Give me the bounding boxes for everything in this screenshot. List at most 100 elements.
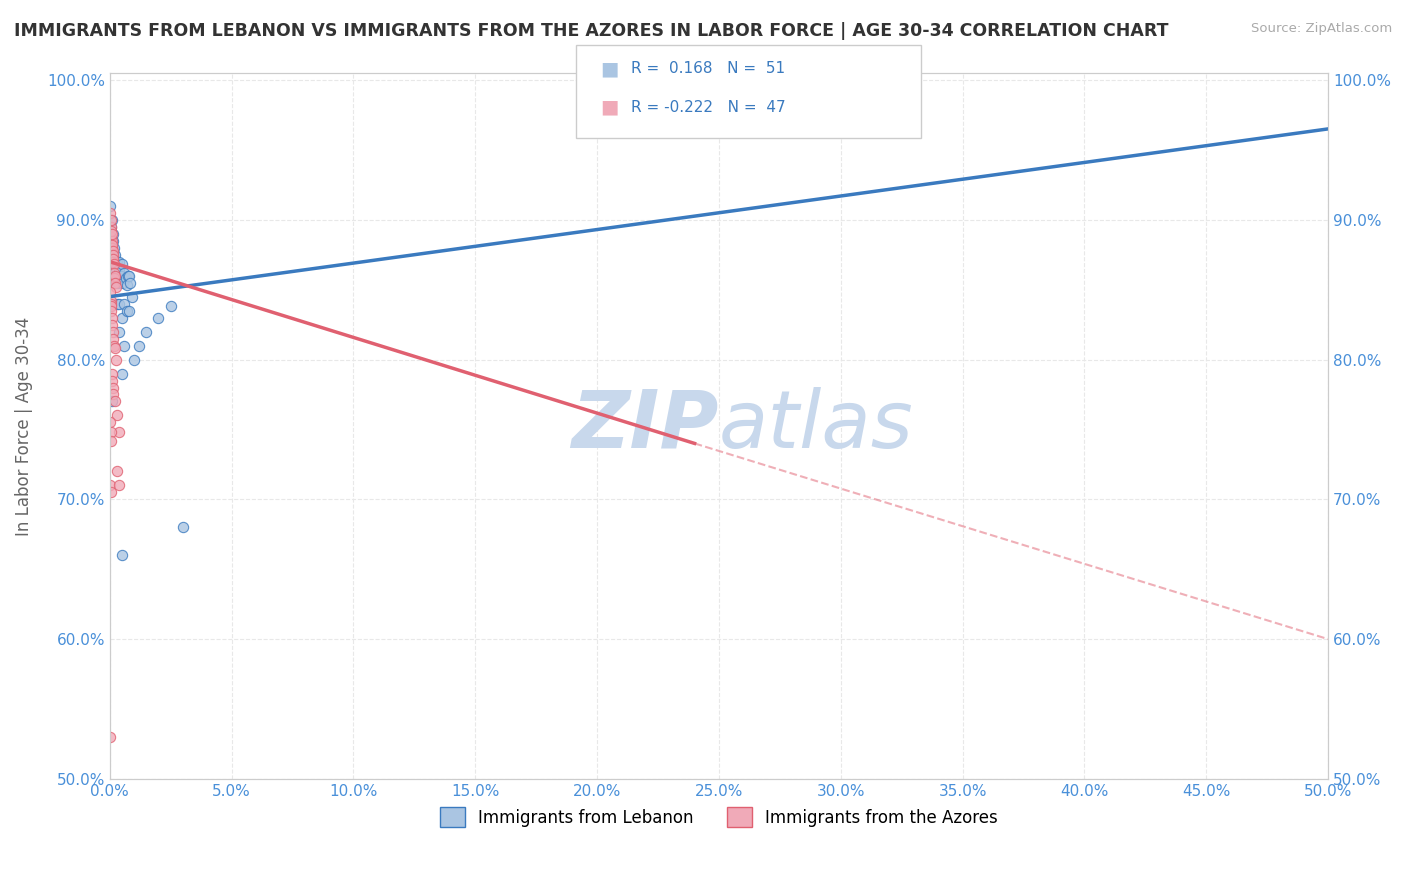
Point	[103, 252, 125, 266]
Point	[103, 241, 125, 255]
Point	[108, 425, 131, 440]
Point	[104, 342, 127, 356]
Point	[101, 227, 124, 241]
Point	[104, 352, 127, 367]
Point	[104, 394, 127, 409]
Point	[100, 206, 122, 220]
Point	[103, 271, 125, 285]
Point	[100, 293, 122, 308]
Point	[100, 296, 122, 310]
Point	[100, 310, 122, 325]
Point	[103, 258, 125, 272]
Point	[103, 234, 125, 248]
Point	[110, 268, 132, 283]
Point	[103, 387, 125, 401]
Point	[101, 227, 124, 241]
Point	[104, 268, 127, 283]
Point	[172, 520, 194, 534]
Point	[112, 338, 135, 352]
Point	[100, 478, 122, 492]
Point	[111, 367, 134, 381]
Text: ZIP: ZIP	[572, 387, 718, 465]
Point	[100, 367, 122, 381]
Point	[104, 268, 127, 283]
Point	[101, 234, 124, 248]
Text: R =  0.168   N =  51: R = 0.168 N = 51	[631, 62, 786, 76]
Text: atlas: atlas	[718, 387, 914, 465]
Point	[118, 303, 141, 318]
Point	[100, 300, 122, 314]
Point	[105, 254, 128, 268]
Point	[111, 258, 134, 272]
Legend: Immigrants from Lebanon, Immigrants from the Azores: Immigrants from Lebanon, Immigrants from…	[433, 800, 1005, 834]
Point	[100, 416, 122, 430]
Point	[112, 266, 135, 280]
Point	[101, 254, 124, 268]
Text: Source: ZipAtlas.com: Source: ZipAtlas.com	[1251, 22, 1392, 36]
Point	[100, 234, 122, 248]
Point	[98, 241, 121, 255]
Text: R = -0.222   N =  47: R = -0.222 N = 47	[631, 100, 786, 114]
Point	[104, 248, 127, 262]
Point	[104, 254, 127, 268]
Point	[104, 276, 127, 290]
Point	[108, 325, 131, 339]
Point	[100, 229, 122, 244]
Point	[104, 280, 127, 294]
Y-axis label: In Labor Force | Age 30-34: In Labor Force | Age 30-34	[15, 317, 32, 535]
Point	[104, 276, 127, 290]
Point	[100, 219, 122, 234]
Point	[148, 310, 170, 325]
Point	[112, 276, 135, 290]
Point	[98, 234, 121, 248]
Point	[100, 485, 122, 500]
Point	[112, 296, 135, 310]
Point	[101, 241, 124, 255]
Point	[159, 300, 181, 314]
Point	[100, 285, 122, 300]
Point	[100, 394, 122, 409]
Point	[107, 271, 129, 285]
Point	[115, 278, 138, 293]
Point	[103, 338, 125, 352]
Point	[100, 212, 122, 227]
Point	[104, 261, 127, 276]
Point	[121, 290, 143, 304]
Point	[105, 409, 128, 423]
Point	[108, 296, 131, 310]
Point	[103, 254, 125, 268]
Point	[101, 254, 124, 268]
Point	[101, 380, 124, 394]
Point	[120, 276, 142, 290]
Point	[101, 325, 124, 339]
Point	[101, 248, 124, 262]
Point	[117, 268, 139, 283]
Point	[101, 244, 124, 258]
Point	[128, 338, 150, 352]
Point	[115, 303, 138, 318]
Point	[108, 261, 131, 276]
Point	[107, 276, 129, 290]
Point	[105, 296, 128, 310]
Point	[98, 730, 121, 744]
Point	[122, 352, 145, 367]
Point	[114, 271, 136, 285]
Point	[135, 325, 157, 339]
Point	[105, 464, 128, 478]
Point	[108, 254, 131, 268]
Point	[101, 374, 124, 388]
Point	[101, 254, 124, 268]
Point	[118, 268, 141, 283]
Text: ■: ■	[600, 59, 619, 78]
Point	[103, 332, 125, 346]
Point	[111, 548, 134, 562]
Point	[111, 310, 134, 325]
Point	[100, 224, 122, 238]
Point	[100, 248, 122, 262]
Point	[100, 434, 122, 448]
Point	[100, 219, 122, 234]
Point	[103, 266, 125, 280]
Point	[101, 318, 124, 332]
Point	[100, 425, 122, 440]
Point	[101, 238, 124, 252]
